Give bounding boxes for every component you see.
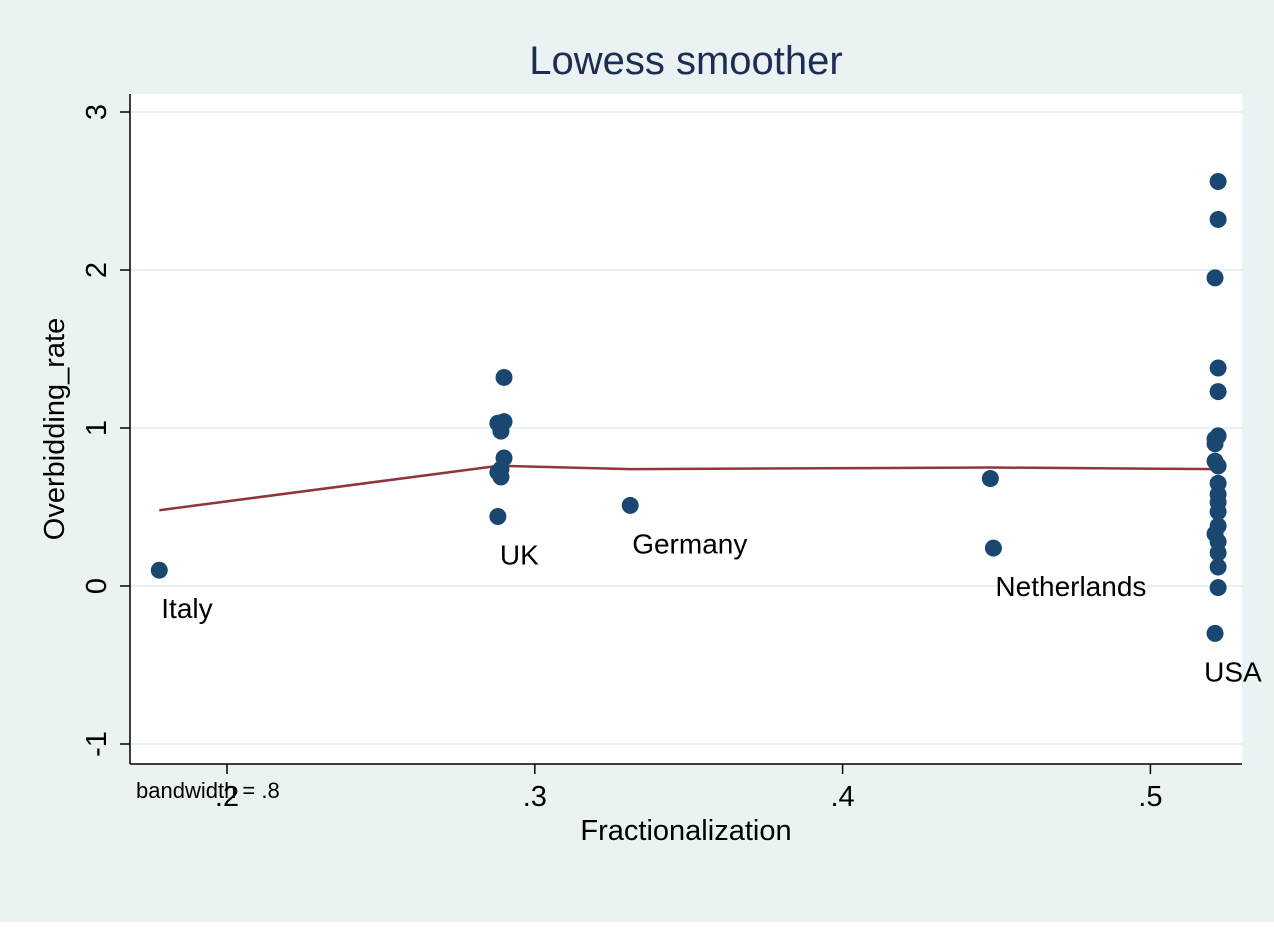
data-point	[495, 368, 513, 386]
data-point	[1209, 210, 1227, 228]
x-tick-label: .5	[1138, 781, 1162, 813]
y-tick-label: -1	[81, 731, 113, 757]
data-point	[1209, 173, 1227, 191]
data-point	[1209, 544, 1227, 562]
data-points	[150, 173, 1227, 642]
data-point	[1209, 383, 1227, 401]
bandwidth-note: bandwidth = .8	[136, 778, 280, 803]
chart-title: Lowess smoother	[529, 39, 842, 83]
x-tick-label: .4	[831, 781, 855, 813]
y-tick-label: 3	[81, 104, 113, 120]
grid-lines	[130, 111, 1242, 745]
point-labels: Italy UK Germany Netherlands USA	[161, 528, 1262, 687]
y-tick-label: 0	[81, 578, 113, 594]
data-point	[621, 496, 639, 514]
point-label: Germany	[632, 528, 747, 559]
data-point	[1206, 624, 1224, 642]
data-point	[492, 468, 510, 486]
lowess-line	[159, 464, 1219, 512]
point-label: USA	[1204, 656, 1262, 687]
data-point	[981, 470, 999, 488]
data-point	[984, 539, 1002, 557]
y-axis-title: Overbidding_rate	[39, 318, 71, 540]
data-point	[1209, 558, 1227, 576]
axes: -1 0 1 2 3 .2 .3 .4 .5	[81, 94, 1242, 813]
data-point	[1206, 435, 1224, 453]
point-label: Italy	[161, 593, 212, 624]
point-label: UK	[500, 539, 539, 570]
data-point	[1209, 579, 1227, 597]
data-point	[150, 561, 168, 579]
data-point	[492, 422, 510, 440]
lowess-layer	[159, 464, 1219, 512]
data-point	[1209, 503, 1227, 521]
y-tick-label: 2	[81, 262, 113, 278]
data-point	[1209, 457, 1227, 475]
point-label: Netherlands	[995, 571, 1146, 602]
y-tick-label: 1	[81, 420, 113, 436]
data-point	[1209, 359, 1227, 377]
data-point	[489, 507, 507, 525]
data-point	[1206, 269, 1224, 287]
x-axis-title: Fractionalization	[580, 815, 791, 847]
x-tick-label: .2	[215, 781, 239, 813]
x-tick-label: .3	[523, 781, 547, 813]
